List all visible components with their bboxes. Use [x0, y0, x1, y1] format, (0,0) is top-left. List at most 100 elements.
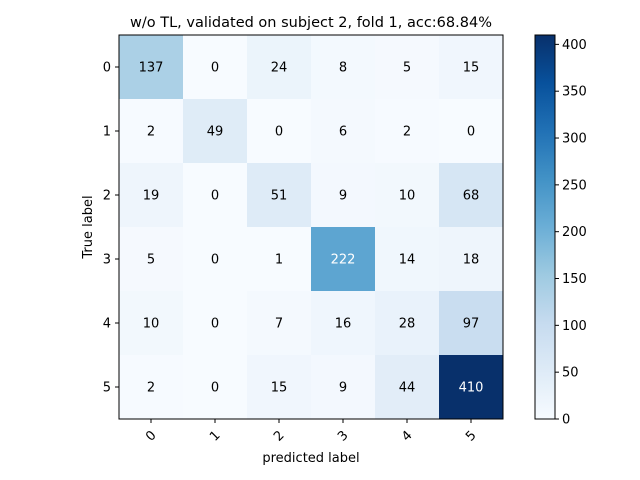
cell-value: 0 — [211, 317, 219, 332]
x-axis-ticks: 0 1 2 3 4 5 — [143, 419, 480, 445]
heatmap-cell — [311, 163, 376, 228]
heatmap-cell — [183, 163, 248, 228]
heatmap-cell — [375, 291, 440, 356]
cell-value: 7 — [275, 317, 283, 332]
y-tick-label: 5 — [103, 381, 111, 396]
cell-value: 137 — [139, 61, 164, 76]
heatmap-cell — [183, 35, 248, 100]
colorbar-tick-label: 300 — [562, 132, 587, 147]
heatmap-cell — [311, 227, 376, 292]
heatmap-cell — [439, 163, 504, 228]
heatmap-cell — [439, 227, 504, 292]
cell-value: 0 — [275, 125, 283, 140]
cell-value: 2 — [147, 381, 155, 396]
y-tick-label: 2 — [103, 189, 111, 204]
colorbar-tick-label: 400 — [562, 38, 587, 53]
cell-value: 97 — [463, 317, 480, 332]
cell-value: 9 — [339, 189, 347, 204]
heatmap-cell — [375, 227, 440, 292]
plot-frame — [118, 34, 504, 420]
cell-value: 19 — [143, 189, 160, 204]
cell-value: 24 — [271, 61, 288, 76]
cell-value: 9 — [339, 381, 347, 396]
heatmap-cells — [119, 35, 504, 420]
heatmap-cell — [119, 227, 184, 292]
heatmap-cell — [375, 35, 440, 100]
y-tick-label: 4 — [103, 317, 111, 332]
heatmap-cell — [119, 163, 184, 228]
y-axis-label: True label — [81, 195, 96, 259]
x-tick-label: 0 — [143, 428, 159, 444]
heatmap-cell — [311, 35, 376, 100]
cell-value: 68 — [463, 189, 480, 204]
colorbar-tick-label: 350 — [562, 85, 587, 100]
y-tick-label: 0 — [103, 61, 111, 76]
heatmap-cell — [439, 99, 504, 164]
heatmap-cell — [311, 99, 376, 164]
cell-value: 16 — [335, 317, 352, 332]
cell-value: 10 — [143, 317, 160, 332]
y-tick-label: 1 — [103, 125, 111, 140]
heatmap-cell — [375, 99, 440, 164]
cell-value: 15 — [271, 381, 288, 396]
x-tick-label: 5 — [463, 428, 479, 444]
cell-value: 0 — [211, 189, 219, 204]
heatmap-cell — [247, 227, 312, 292]
heatmap-cell — [375, 163, 440, 228]
heatmap-cell — [247, 99, 312, 164]
cell-value: 10 — [399, 189, 416, 204]
cell-value: 0 — [211, 253, 219, 268]
y-tick-label: 3 — [103, 253, 111, 268]
cell-value: 5 — [403, 61, 411, 76]
colorbar-ticks: 0 50 100 150 200 250 300 350 400 — [555, 38, 587, 428]
y-axis-ticks: 0 1 2 3 4 5 — [103, 61, 119, 396]
heatmap-cell — [247, 291, 312, 356]
colorbar-tick-label: 150 — [562, 272, 587, 287]
cell-value: 5 — [147, 253, 155, 268]
cell-value: 44 — [399, 381, 416, 396]
cell-value: 15 — [463, 61, 480, 76]
cell-value-labels: 137 0 24 8 5 15 2 49 0 6 2 0 19 0 51 9 10 68 5 0 1 222 14 18 10 0… — [139, 61, 484, 396]
heatmap-cell — [247, 35, 312, 100]
colorbar-tick-label: 100 — [562, 319, 587, 334]
cell-value: 6 — [339, 125, 347, 140]
cell-value: 0 — [211, 381, 219, 396]
colorbar-tick-label: 250 — [562, 178, 587, 193]
x-tick-label: 2 — [271, 428, 287, 444]
chart-title: w/o TL, validated on subject 2, fold 1, … — [130, 15, 492, 31]
cell-value: 222 — [331, 253, 356, 268]
heatmap-cell — [119, 99, 184, 164]
cell-value: 0 — [467, 125, 475, 140]
heatmap-cell — [119, 355, 184, 420]
cell-value: 0 — [211, 61, 219, 76]
heatmap-cell — [247, 355, 312, 420]
colorbar — [534, 34, 556, 420]
heatmap-cell — [311, 355, 376, 420]
heatmap-cell — [375, 355, 440, 420]
cell-value: 49 — [207, 125, 224, 140]
cell-value: 2 — [147, 125, 155, 140]
heatmap-cell — [119, 291, 184, 356]
heatmap-cell — [183, 99, 248, 164]
heatmap-cell — [311, 291, 376, 356]
cell-value: 8 — [339, 61, 347, 76]
heatmap-cell — [119, 35, 184, 100]
heatmap-cell — [439, 35, 504, 100]
cell-value: 1 — [275, 253, 283, 268]
colorbar-tick-label: 0 — [562, 413, 570, 428]
heatmap-cell — [183, 291, 248, 356]
cell-value: 14 — [399, 253, 416, 268]
cell-value: 18 — [463, 253, 480, 268]
x-tick-label: 4 — [399, 428, 415, 444]
colorbar-tick-label: 200 — [562, 225, 587, 240]
cell-value: 28 — [399, 317, 416, 332]
x-tick-label: 1 — [207, 428, 223, 444]
cell-value: 2 — [403, 125, 411, 140]
heatmap-cell — [439, 291, 504, 356]
heatmap-cell — [183, 355, 248, 420]
cell-value: 410 — [459, 381, 484, 396]
colorbar-tick-label: 50 — [562, 366, 579, 381]
heatmap-cell — [247, 163, 312, 228]
cell-value: 51 — [271, 189, 288, 204]
